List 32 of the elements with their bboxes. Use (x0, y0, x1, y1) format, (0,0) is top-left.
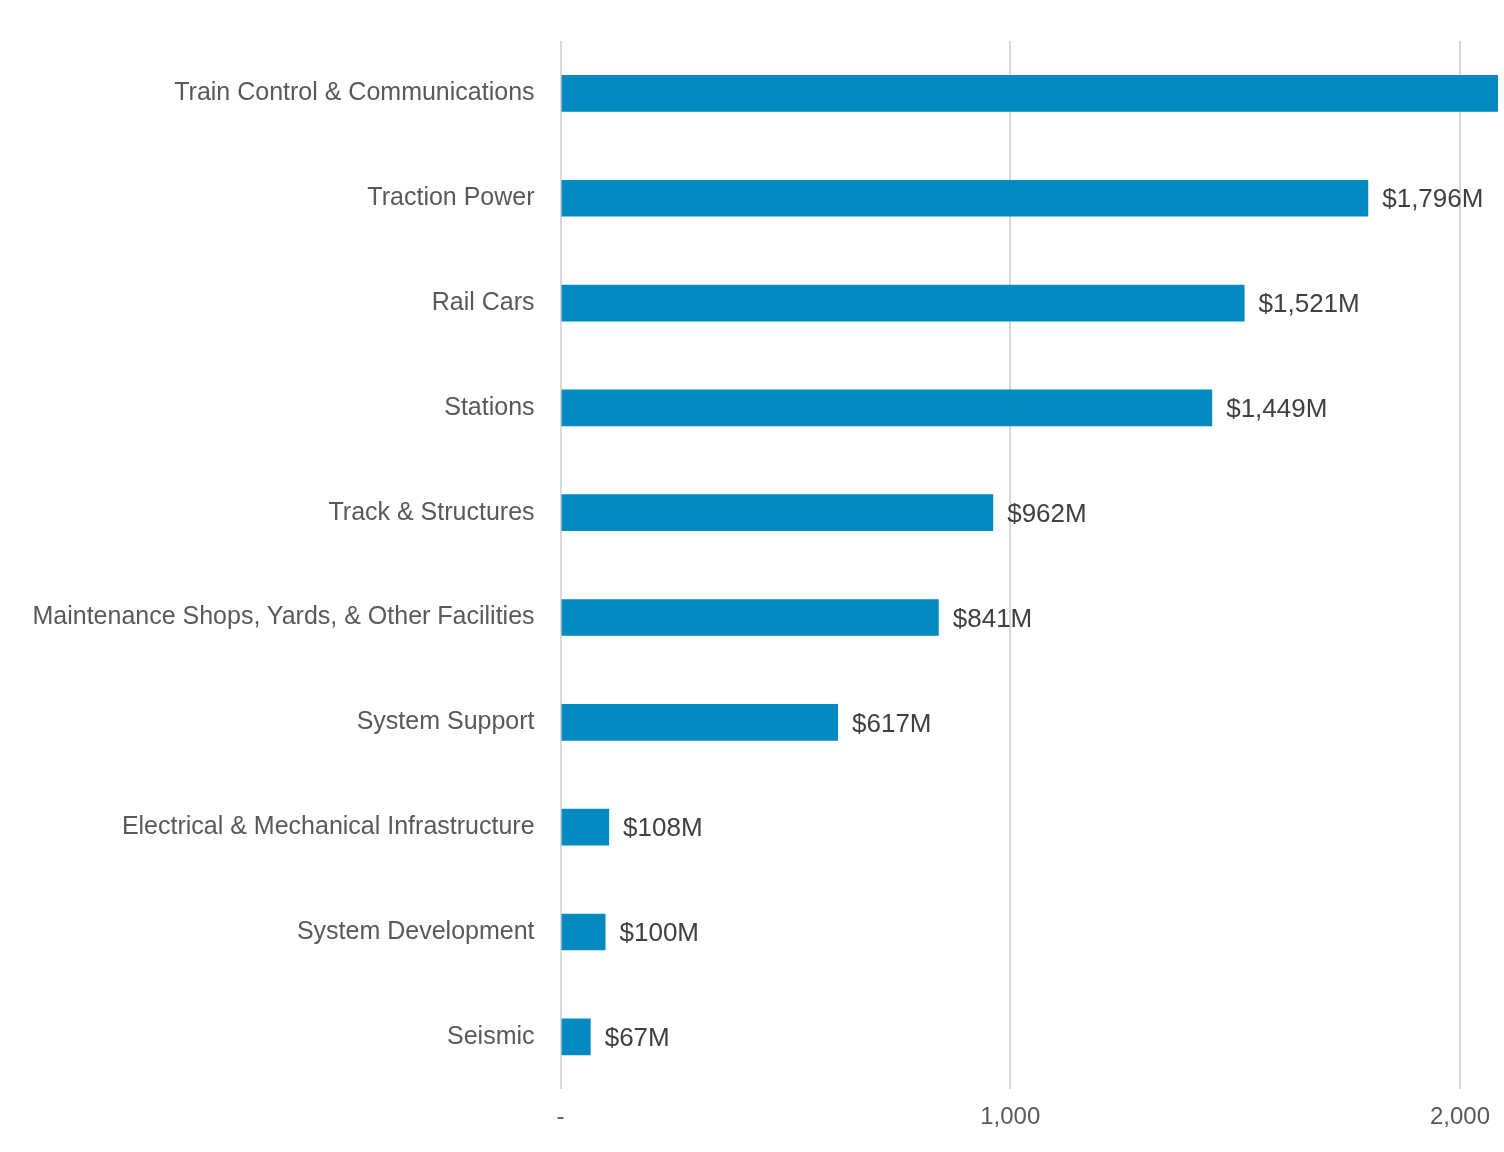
bar (561, 913, 606, 951)
data-label: $1,796M (1382, 183, 1484, 214)
x-tick-label: - (556, 1102, 565, 1130)
data-label: $1,449M (1226, 393, 1328, 424)
data-label: $962M (1007, 497, 1087, 528)
y-tick-label: Train Control & Communications (174, 77, 535, 106)
y-tick-label: Electrical & Mechanical Infrastructure (121, 811, 535, 840)
bar (561, 599, 939, 636)
bar (561, 389, 1213, 427)
x-tick-label: 2,000 (1429, 1102, 1490, 1130)
y-tick-label: Maintenance Shops, Yards, & Other Facilities (32, 601, 535, 630)
data-label: $67M (604, 1021, 670, 1052)
data-label: $617M (852, 707, 932, 738)
y-tick-label: Track & Structures (328, 496, 535, 525)
bar (561, 75, 1499, 112)
data-label: $100M (619, 917, 700, 948)
data-label: $108M (623, 812, 703, 843)
bar (561, 703, 839, 741)
data-label: $841M (952, 602, 1033, 633)
y-tick-label: Traction Power (367, 182, 535, 211)
y-tick-label: Seismic (447, 1020, 535, 1049)
bar (561, 284, 1245, 322)
bar (561, 179, 1369, 217)
x-tick-label: 1,000 (980, 1102, 1041, 1130)
data-label: $1,521M (1258, 288, 1360, 319)
y-tick-label: System Development (296, 915, 535, 944)
y-tick-label: Stations (444, 391, 535, 420)
bar (561, 1018, 591, 1056)
y-tick-label: Rail Cars (431, 286, 535, 315)
bar (561, 494, 994, 532)
y-tick-label: System Support (356, 706, 535, 735)
bar (561, 808, 610, 846)
